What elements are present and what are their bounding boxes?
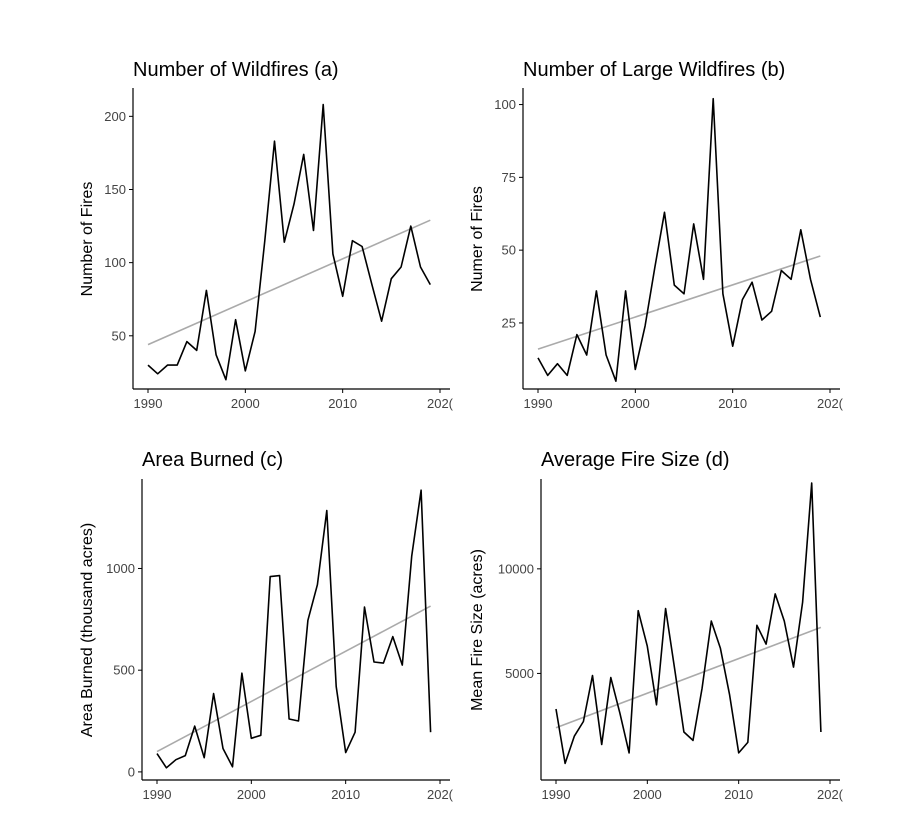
panel-a: Number of Wildfires (a) Number of Fires … [79, 59, 454, 411]
panel-a-y-tick-label: 200 [104, 109, 126, 124]
panel-b-y-tick-label: 75 [502, 170, 516, 185]
panel-c-x-tick-label: 202( [427, 787, 454, 802]
panel-b: Number of Large Wildfires (b) Numer of F… [469, 59, 844, 411]
panel-c-x-tick-label: 2000 [237, 787, 266, 802]
panel-d-x-tick-label: 202( [817, 787, 844, 802]
panel-d-series-line [555, 482, 822, 765]
panel-b-x-tick-label: 2010 [718, 396, 747, 411]
panel-a-title: Number of Wildfires (a) [133, 59, 339, 81]
panel-c-trend-line [156, 605, 431, 753]
panel-b-x-tick-label: 2000 [621, 396, 650, 411]
panel-c-y-tick-label: 1000 [106, 561, 135, 576]
panel-d-title: Average Fire Size (d) [541, 449, 730, 471]
panel-d-x-tick-label: 2010 [724, 787, 753, 802]
panel-a-series-line [147, 103, 431, 381]
panel-d-x-tick-label: 2000 [633, 787, 662, 802]
panel-a-trend-line [147, 219, 431, 346]
panel-a-x-tick-label: 2010 [328, 396, 357, 411]
panel-b-x-tick-label: 202( [817, 396, 844, 411]
panel-b-y-axis-label: Numer of Fires [469, 186, 486, 292]
panel-d: Average Fire Size (d) Mean Fire Size (ac… [469, 449, 844, 802]
panel-c: Area Burned (c) Area Burned (thousand ac… [79, 449, 454, 802]
panel-c-title: Area Burned (c) [142, 449, 283, 471]
panel-a-x-tick-label: 202( [427, 396, 454, 411]
panel-c-series-line [156, 489, 432, 769]
panel-c-y-tick-label: 0 [128, 764, 135, 779]
panel-d-y-axis-label: Mean Fire Size (acres) [469, 549, 486, 711]
panel-a-y-axis-label: Number of Fires [79, 182, 96, 297]
panel-a-x-tick-label: 2000 [231, 396, 260, 411]
panel-c-x-tick-label: 1990 [143, 787, 172, 802]
panel-d-y-tick-label: 5000 [505, 666, 534, 681]
panel-d-x-tick-label: 1990 [542, 787, 571, 802]
panel-b-y-tick-label: 25 [502, 315, 516, 330]
panel-b-trend-line [537, 255, 821, 350]
panel-c-y-tick-label: 500 [113, 663, 135, 678]
panel-a-x-tick-label: 1990 [134, 396, 163, 411]
panel-d-trend-line [555, 626, 822, 729]
panel-b-x-tick-label: 1990 [524, 396, 553, 411]
panel-b-series-line [537, 97, 822, 383]
panel-b-title: Number of Large Wildfires (b) [523, 59, 785, 81]
panel-c-y-axis-label: Area Burned (thousand acres) [79, 523, 96, 737]
panel-a-y-tick-label: 100 [104, 255, 126, 270]
panel-d-y-tick-label: 10000 [498, 561, 534, 576]
panel-b-y-tick-label: 100 [494, 97, 516, 112]
panel-a-y-tick-label: 150 [104, 182, 126, 197]
panel-a-y-tick-label: 50 [112, 328, 126, 343]
panel-c-x-tick-label: 2010 [331, 787, 360, 802]
panel-b-y-tick-label: 50 [502, 243, 516, 258]
